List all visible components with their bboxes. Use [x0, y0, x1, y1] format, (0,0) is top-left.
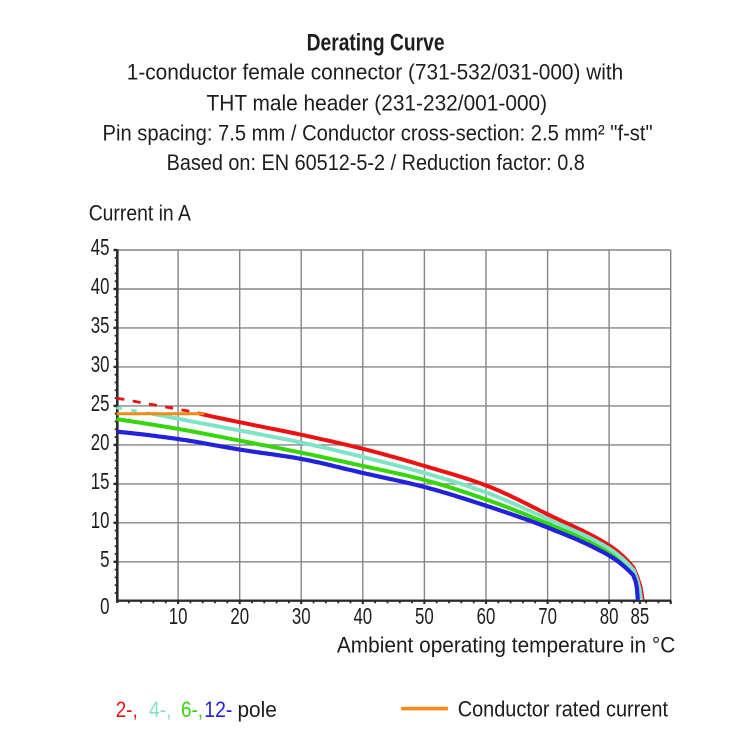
svg-text:10: 10: [169, 603, 188, 629]
svg-text:30: 30: [292, 603, 311, 629]
svg-text:60: 60: [477, 603, 496, 629]
svg-text:50: 50: [415, 603, 434, 629]
svg-text:80: 80: [600, 603, 619, 629]
svg-text:10: 10: [91, 507, 110, 533]
svg-text:Pin spacing: 7.5 mm / Conducto: Pin spacing: 7.5 mm / Conductor cross-se…: [103, 120, 653, 145]
svg-text:pole: pole: [238, 697, 277, 722]
svg-text:2-,: 2-,: [116, 697, 138, 722]
svg-text:15: 15: [91, 468, 110, 494]
svg-text:35: 35: [91, 312, 110, 338]
svg-text:1-conductor female connector (: 1-conductor female connector (731-532/03…: [127, 59, 624, 84]
svg-text:Ambient operating temperature: Ambient operating temperature in °C: [337, 632, 675, 657]
svg-text:0: 0: [100, 593, 109, 619]
svg-text:40: 40: [91, 273, 110, 299]
svg-text:40: 40: [353, 603, 372, 629]
svg-text:12-: 12-: [204, 697, 232, 722]
svg-text:5: 5: [100, 546, 109, 572]
svg-text:85: 85: [631, 603, 650, 629]
svg-text:4-,: 4-,: [149, 697, 172, 722]
svg-text:Derating Curve: Derating Curve: [307, 29, 445, 56]
svg-text:20: 20: [230, 603, 249, 629]
svg-text:70: 70: [538, 603, 557, 629]
svg-text:30: 30: [91, 351, 110, 377]
svg-text:THT male header (231-232/001-0: THT male header (231-232/001-000): [207, 91, 548, 116]
svg-text:6-,: 6-,: [181, 697, 203, 722]
svg-text:25: 25: [91, 390, 110, 416]
svg-text:45: 45: [91, 234, 110, 260]
svg-text:20: 20: [91, 429, 110, 455]
svg-text:Based on: EN 60512-5-2 / Reduc: Based on: EN 60512-5-2 / Reduction facto…: [167, 150, 585, 175]
svg-text:Conductor rated current: Conductor rated current: [458, 697, 669, 722]
svg-text:Current in A: Current in A: [89, 201, 191, 226]
